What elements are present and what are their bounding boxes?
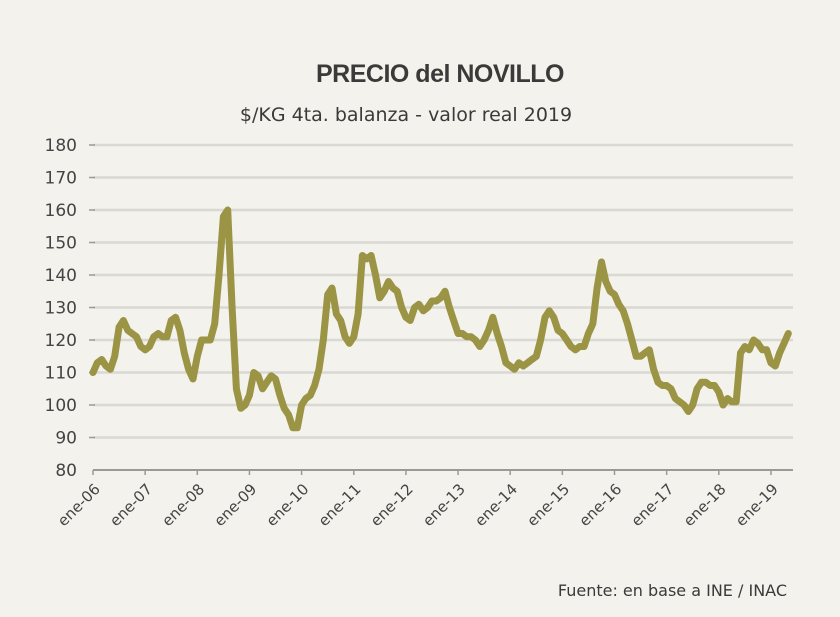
y-tick-label: 90 (55, 429, 77, 449)
x-tick-label: ene-11 (315, 480, 365, 530)
chart-title: PRECIO del NOVILLO (316, 60, 564, 88)
y-tick-label: 130 (45, 299, 77, 319)
source-note: Fuente: en base a INE / INAC (558, 581, 787, 600)
y-tick-label: 120 (45, 331, 77, 351)
x-tick-label: ene-10 (263, 480, 313, 530)
x-tick-label: ene-15 (523, 480, 573, 530)
x-tick-label: ene-18 (680, 480, 730, 530)
x-tick-label: ene-13 (419, 480, 469, 530)
y-tick-label: 100 (45, 396, 77, 416)
chart-subtitle: $/KG 4ta. balanza - valor real 2019 (240, 104, 572, 126)
gridlines (89, 143, 793, 439)
x-tick-label: ene-14 (471, 480, 521, 530)
x-axis: ene-06 ene-07 ene-08 ene-09 ene-10 ene-11 ene-… (54, 469, 793, 530)
x-tick-label: ene-06 (54, 480, 104, 530)
y-tick-label: 150 (45, 234, 77, 254)
x-tick-label: ene-08 (158, 480, 208, 530)
x-tick-label: ene-07 (106, 480, 156, 530)
series-line-precio-novillo (89, 206, 792, 432)
y-tick-label: 170 (45, 169, 77, 189)
x-tick-label: ene-12 (367, 480, 417, 530)
y-tick-label: 110 (45, 364, 77, 384)
x-tick-label: ene-16 (575, 480, 625, 530)
x-tick-label: ene-19 (732, 480, 782, 530)
series-layer (89, 206, 792, 432)
y-axis-ticks: 80 90 100 110 120 130 140 150 160 170 180 (45, 136, 77, 481)
y-tick-label: 160 (45, 201, 77, 221)
y-tick-label: 140 (45, 266, 77, 286)
y-tick-label: 80 (55, 461, 77, 481)
y-tick-label: 180 (45, 136, 77, 156)
x-tick-label: ene-17 (628, 480, 678, 530)
x-tick-label: ene-09 (210, 480, 260, 530)
